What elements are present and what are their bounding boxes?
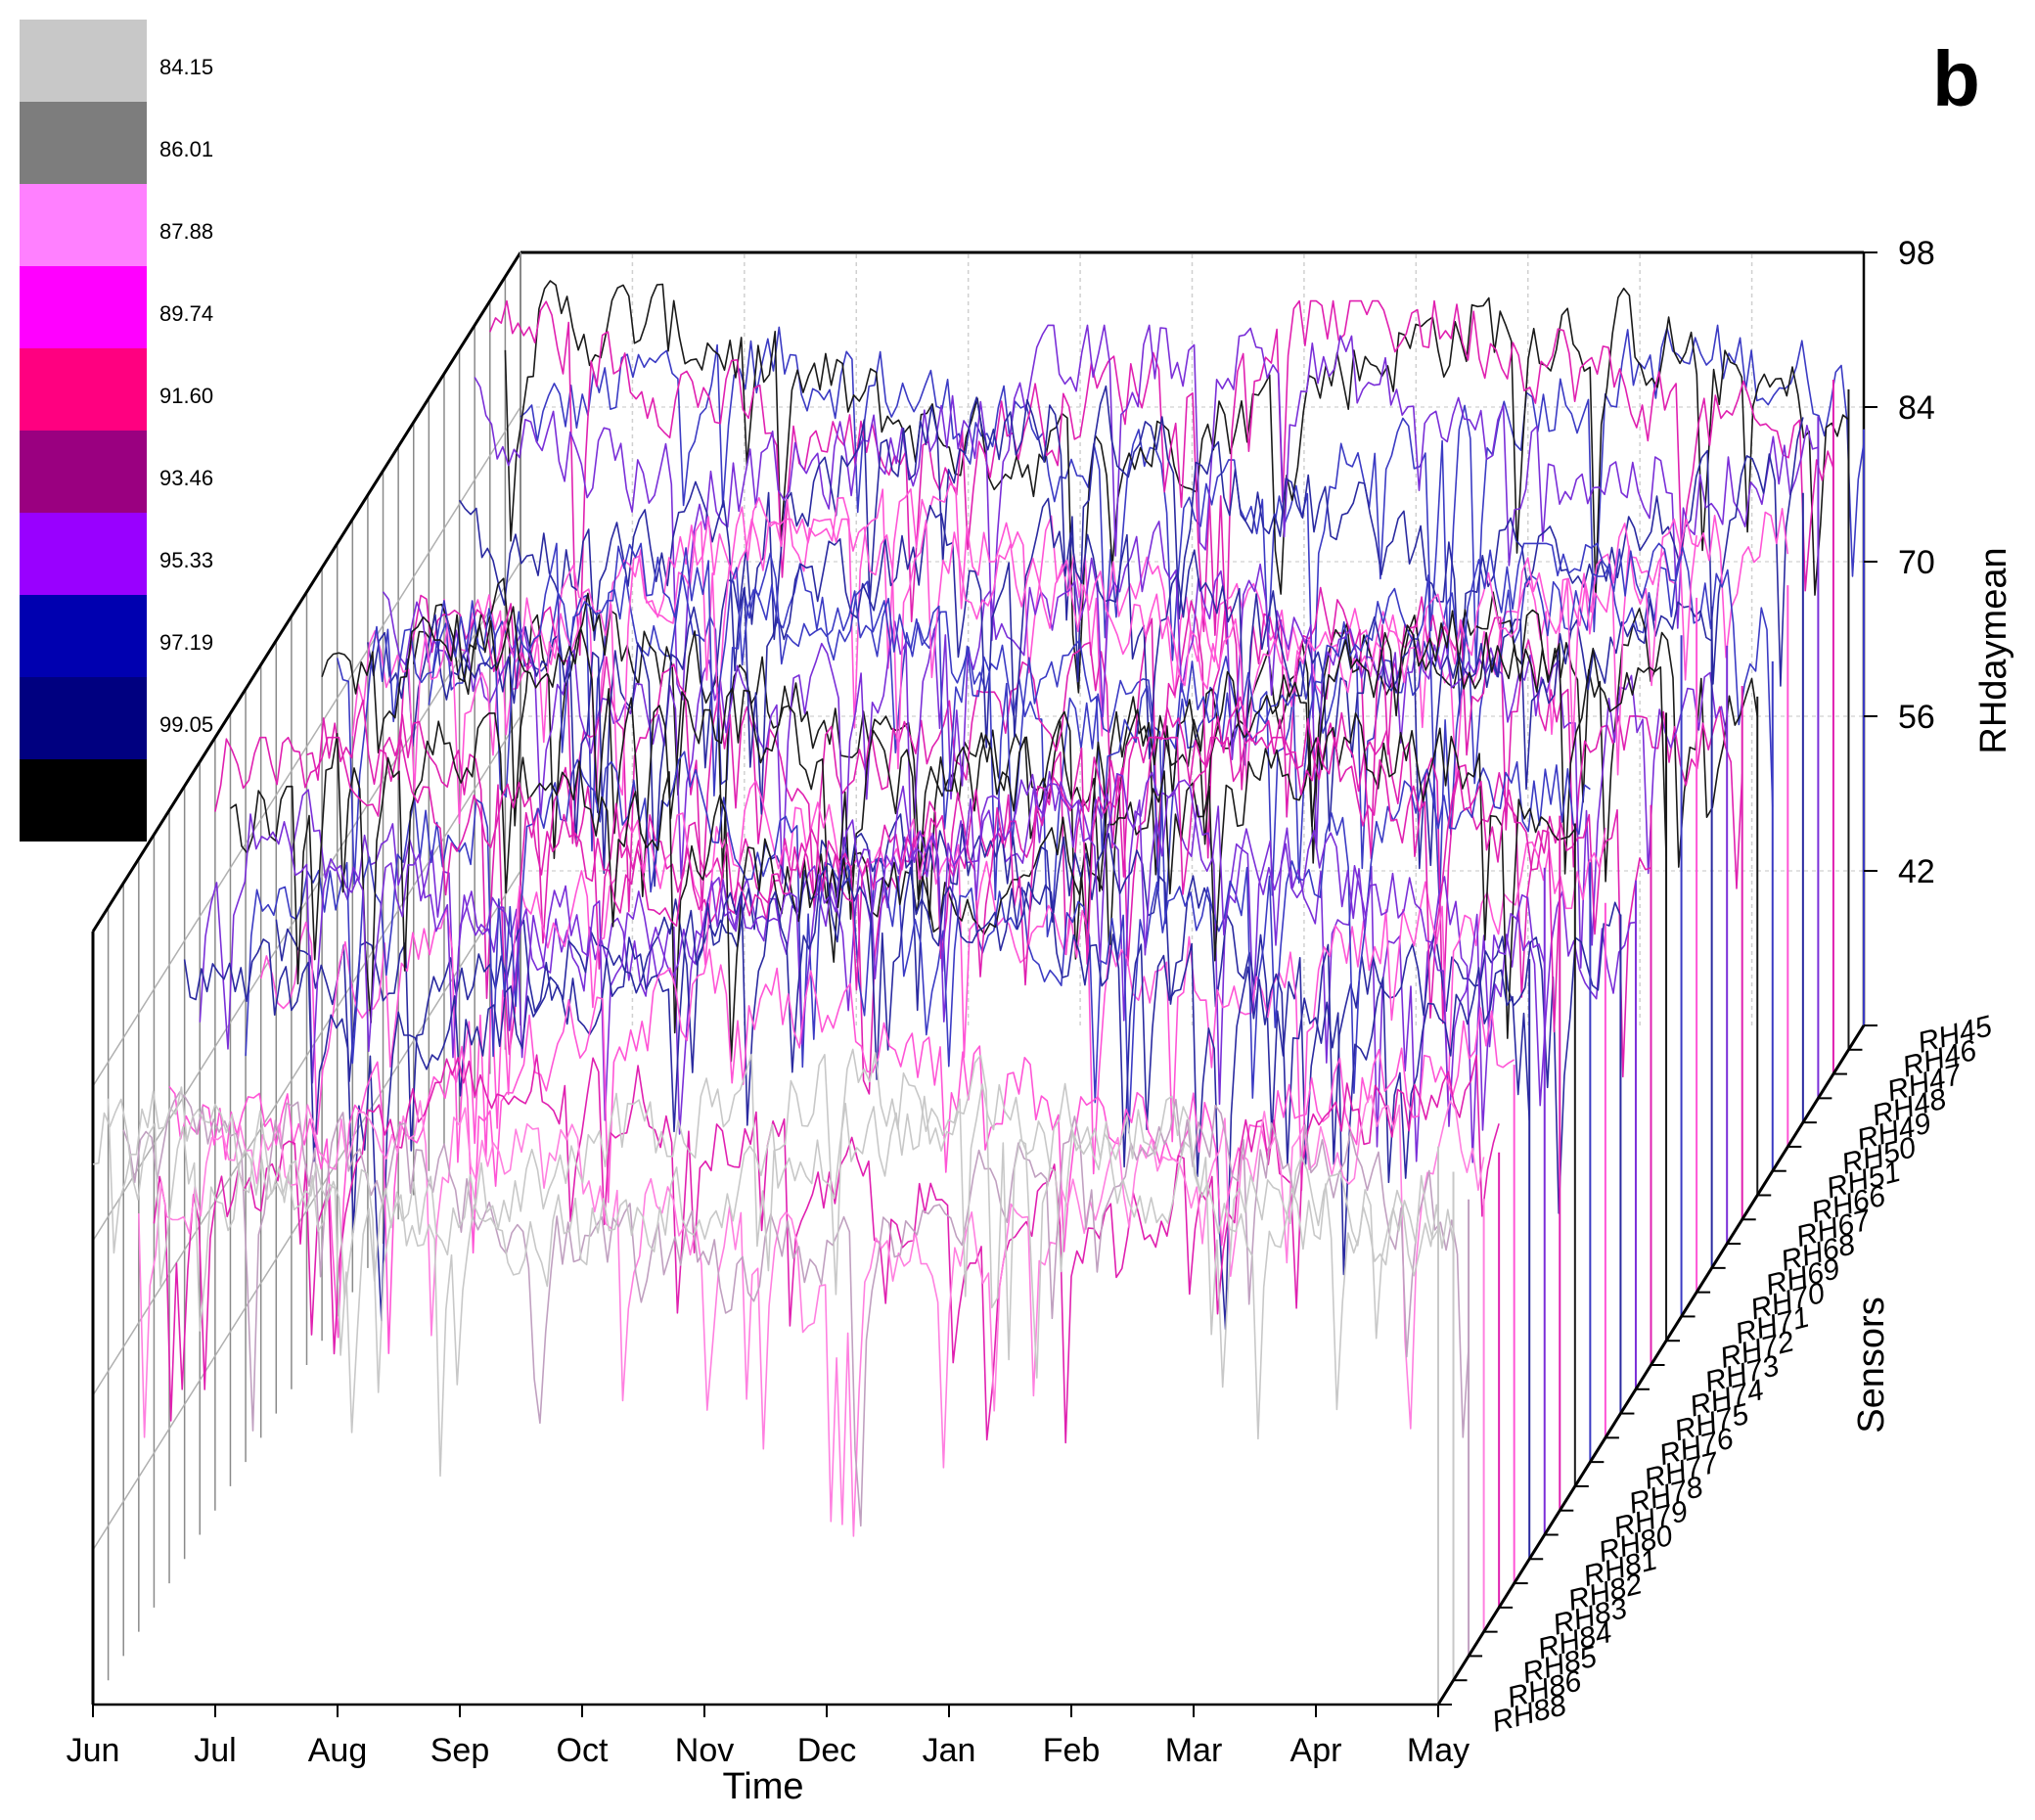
series-line-RH75 <box>275 813 1622 1214</box>
x-tick-label: Jun <box>67 1732 120 1769</box>
series-line-RH76 <box>259 780 1606 1192</box>
series-line-RH78 <box>230 712 1576 1063</box>
series-line-RH86 <box>107 1054 1455 1478</box>
x-tick-label: May <box>1407 1732 1470 1769</box>
legend-swatch-6 <box>20 513 147 595</box>
legend-label-3: 89.74 <box>159 301 213 326</box>
y-tick-label: 98 <box>1898 235 1935 272</box>
y-tick-label: 84 <box>1898 389 1935 427</box>
panel-label: b <box>1932 35 1980 122</box>
x-tick-label: Mar <box>1165 1732 1223 1769</box>
x-tick-label: Sep <box>430 1732 490 1769</box>
series-line-RH79 <box>214 736 1561 1033</box>
legend-swatch-1 <box>20 102 147 184</box>
series-line-RH72 <box>321 606 1667 964</box>
side-wall-gridline <box>92 406 521 1087</box>
legend-label-6: 95.33 <box>159 548 213 572</box>
sensor-axis-title: Sensors <box>1851 1297 1892 1433</box>
legend-swatch-7 <box>20 595 147 677</box>
legend-label-4: 91.60 <box>159 384 213 408</box>
legend-swatch-2 <box>20 184 147 266</box>
series-line-RH70 <box>351 518 1697 825</box>
series-line-RH49 <box>458 385 1804 717</box>
series-line-RH73 <box>306 696 1651 1095</box>
legend-label-8: 99.05 <box>159 712 213 737</box>
axes: Jun Jul Aug Sep Oct Nov Dec Jan Feb Mar Apr May Time… <box>67 235 2014 1807</box>
series-line-RH81 <box>183 865 1530 1331</box>
series-line-RH47 <box>489 299 1834 657</box>
series-line-RH51 <box>428 546 1774 938</box>
legend-swatch-9 <box>20 759 147 842</box>
series-line-RH84 <box>138 1094 1485 1537</box>
legend-label-0: 84.15 <box>159 55 213 79</box>
x-tick-label: Jul <box>194 1732 236 1769</box>
legend-label-1: 86.01 <box>159 137 213 161</box>
side-wall-gridline <box>92 715 521 1396</box>
x-tick-label: Apr <box>1290 1732 1342 1769</box>
series-line-RH80 <box>199 770 1546 1131</box>
sensor-tick-label: RH88 <box>1489 1689 1570 1739</box>
series-line-RH85 <box>122 1091 1470 1527</box>
x-tick-label: Jan <box>923 1732 976 1769</box>
legend-swatch-5 <box>20 431 147 513</box>
y-tick-label: 56 <box>1898 699 1935 736</box>
frame-top-left-edge <box>91 251 522 933</box>
legend-swatch-3 <box>20 266 147 348</box>
x-tick-label: Nov <box>675 1732 734 1769</box>
legend-label-2: 87.88 <box>159 219 213 244</box>
x-tick-label: Dec <box>797 1732 856 1769</box>
series-line-RH83 <box>153 1054 1500 1444</box>
series-line-RH67 <box>397 586 1743 913</box>
series-lines <box>92 280 1865 1705</box>
legend-label-5: 93.46 <box>159 466 213 490</box>
x-tick-label: Oct <box>557 1732 609 1769</box>
legend-label-7: 97.19 <box>159 630 213 655</box>
y-tick-label: 70 <box>1898 544 1935 581</box>
legend-swatch-4 <box>20 348 147 431</box>
series-line-RH88 <box>92 1048 1439 1440</box>
y-axis-title: RHdaymean <box>1973 547 2014 753</box>
color-scale-legend: 84.15 86.01 87.88 89.74 91.60 93.46 95.33 97.19… <box>20 20 213 842</box>
y-tick-label: 42 <box>1898 853 1935 890</box>
legend-swatch-0 <box>20 20 147 102</box>
x-tick-label: Feb <box>1043 1732 1101 1769</box>
x-tick-label: Aug <box>308 1732 368 1769</box>
series-line-RH48 <box>474 324 1819 701</box>
series-line-RH71 <box>336 542 1683 907</box>
series-line-RH50 <box>443 482 1789 803</box>
legend-swatch-8 <box>20 677 147 759</box>
series-line-RH69 <box>367 497 1713 887</box>
series-line-RH46 <box>504 280 1850 694</box>
x-axis-title: Time <box>722 1766 803 1807</box>
